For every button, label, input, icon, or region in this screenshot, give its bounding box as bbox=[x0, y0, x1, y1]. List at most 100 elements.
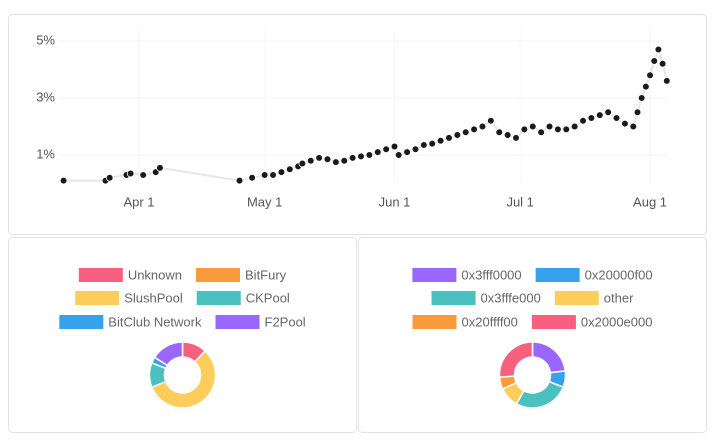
point bbox=[621, 119, 629, 128]
point bbox=[394, 151, 403, 159]
point bbox=[495, 128, 504, 137]
legend-label: CKPool bbox=[246, 290, 290, 305]
point bbox=[629, 122, 638, 131]
point bbox=[595, 111, 604, 119]
point bbox=[139, 171, 147, 179]
point bbox=[487, 117, 495, 125]
x-tick-label: Apr 1 bbox=[123, 194, 154, 209]
point bbox=[357, 152, 365, 161]
point bbox=[545, 122, 554, 131]
legend-swatch bbox=[196, 268, 241, 282]
legend-label: 0x20000f00 bbox=[585, 267, 653, 282]
y-tick-label: 1% bbox=[36, 146, 55, 161]
legend-swatch bbox=[215, 315, 260, 329]
point bbox=[260, 171, 269, 179]
point bbox=[248, 174, 256, 182]
point bbox=[126, 169, 135, 178]
x-tick-label: Jul 1 bbox=[506, 194, 533, 209]
point bbox=[512, 134, 520, 142]
legend-swatch bbox=[431, 291, 476, 305]
legend-label: 0x3fffe000 bbox=[481, 290, 541, 305]
legend-swatch bbox=[59, 315, 104, 329]
point bbox=[306, 156, 315, 165]
point bbox=[105, 174, 114, 182]
point bbox=[277, 168, 286, 176]
card bbox=[8, 14, 707, 235]
point bbox=[633, 108, 642, 117]
legend-label: BitClub Network bbox=[108, 314, 202, 329]
doughnut-segment bbox=[153, 341, 184, 367]
y-tick-label: 5% bbox=[36, 32, 55, 47]
point bbox=[554, 125, 562, 134]
point bbox=[637, 94, 646, 102]
legend-swatch bbox=[196, 291, 241, 305]
legend-label: other bbox=[604, 290, 634, 305]
point bbox=[537, 128, 545, 137]
point bbox=[650, 57, 659, 65]
legend-swatch bbox=[412, 315, 457, 329]
point bbox=[604, 108, 612, 117]
doughnut-segment bbox=[150, 349, 217, 409]
card bbox=[358, 237, 707, 433]
y-tick-label: 3% bbox=[36, 89, 55, 104]
legend-label: BitFury bbox=[245, 267, 287, 282]
legend-swatch bbox=[554, 291, 599, 305]
point bbox=[365, 151, 374, 159]
point bbox=[587, 114, 596, 122]
doughnut-segment bbox=[498, 341, 534, 378]
legend-swatch bbox=[535, 268, 580, 282]
legend-label: 0x2000e000 bbox=[581, 314, 653, 329]
point bbox=[520, 125, 529, 134]
legend-label: Unknown bbox=[128, 267, 182, 282]
point bbox=[461, 128, 470, 137]
point bbox=[156, 164, 164, 172]
legend-swatch bbox=[531, 315, 576, 329]
point bbox=[348, 154, 357, 162]
x-tick-label: Jun 1 bbox=[379, 194, 411, 209]
point bbox=[453, 131, 462, 139]
point bbox=[59, 176, 68, 185]
line bbox=[63, 46, 668, 182]
legend-label: SlushPool bbox=[124, 290, 183, 305]
point bbox=[642, 82, 650, 91]
x-tick-label: May 1 bbox=[247, 194, 282, 209]
point bbox=[562, 125, 571, 134]
point bbox=[315, 154, 323, 162]
point bbox=[662, 77, 671, 85]
point bbox=[528, 122, 537, 131]
point bbox=[420, 141, 428, 149]
point bbox=[654, 45, 663, 54]
point bbox=[428, 139, 437, 148]
legend-swatch bbox=[412, 268, 457, 282]
point bbox=[503, 131, 512, 139]
point bbox=[470, 125, 478, 134]
point bbox=[478, 122, 487, 131]
legend-label: 0x20ffff00 bbox=[462, 314, 518, 329]
point bbox=[658, 59, 667, 68]
point bbox=[436, 136, 445, 145]
point bbox=[411, 145, 420, 154]
point bbox=[323, 155, 332, 164]
point bbox=[579, 117, 587, 125]
point bbox=[332, 158, 340, 166]
point bbox=[285, 165, 294, 174]
point bbox=[570, 122, 579, 131]
point bbox=[340, 156, 349, 165]
legend-swatch bbox=[78, 268, 123, 282]
point bbox=[445, 134, 453, 142]
card bbox=[8, 237, 357, 433]
point bbox=[382, 145, 390, 154]
legend-label: F2Pool bbox=[265, 314, 306, 329]
point bbox=[298, 159, 307, 168]
x-tick-label: Aug 1 bbox=[633, 194, 667, 209]
point bbox=[403, 148, 411, 156]
point bbox=[269, 171, 277, 179]
legend-label: 0x3fff0000 bbox=[461, 267, 521, 282]
point bbox=[612, 114, 621, 122]
point bbox=[390, 142, 399, 151]
point bbox=[373, 148, 382, 156]
point bbox=[646, 71, 654, 79]
point bbox=[235, 176, 244, 185]
